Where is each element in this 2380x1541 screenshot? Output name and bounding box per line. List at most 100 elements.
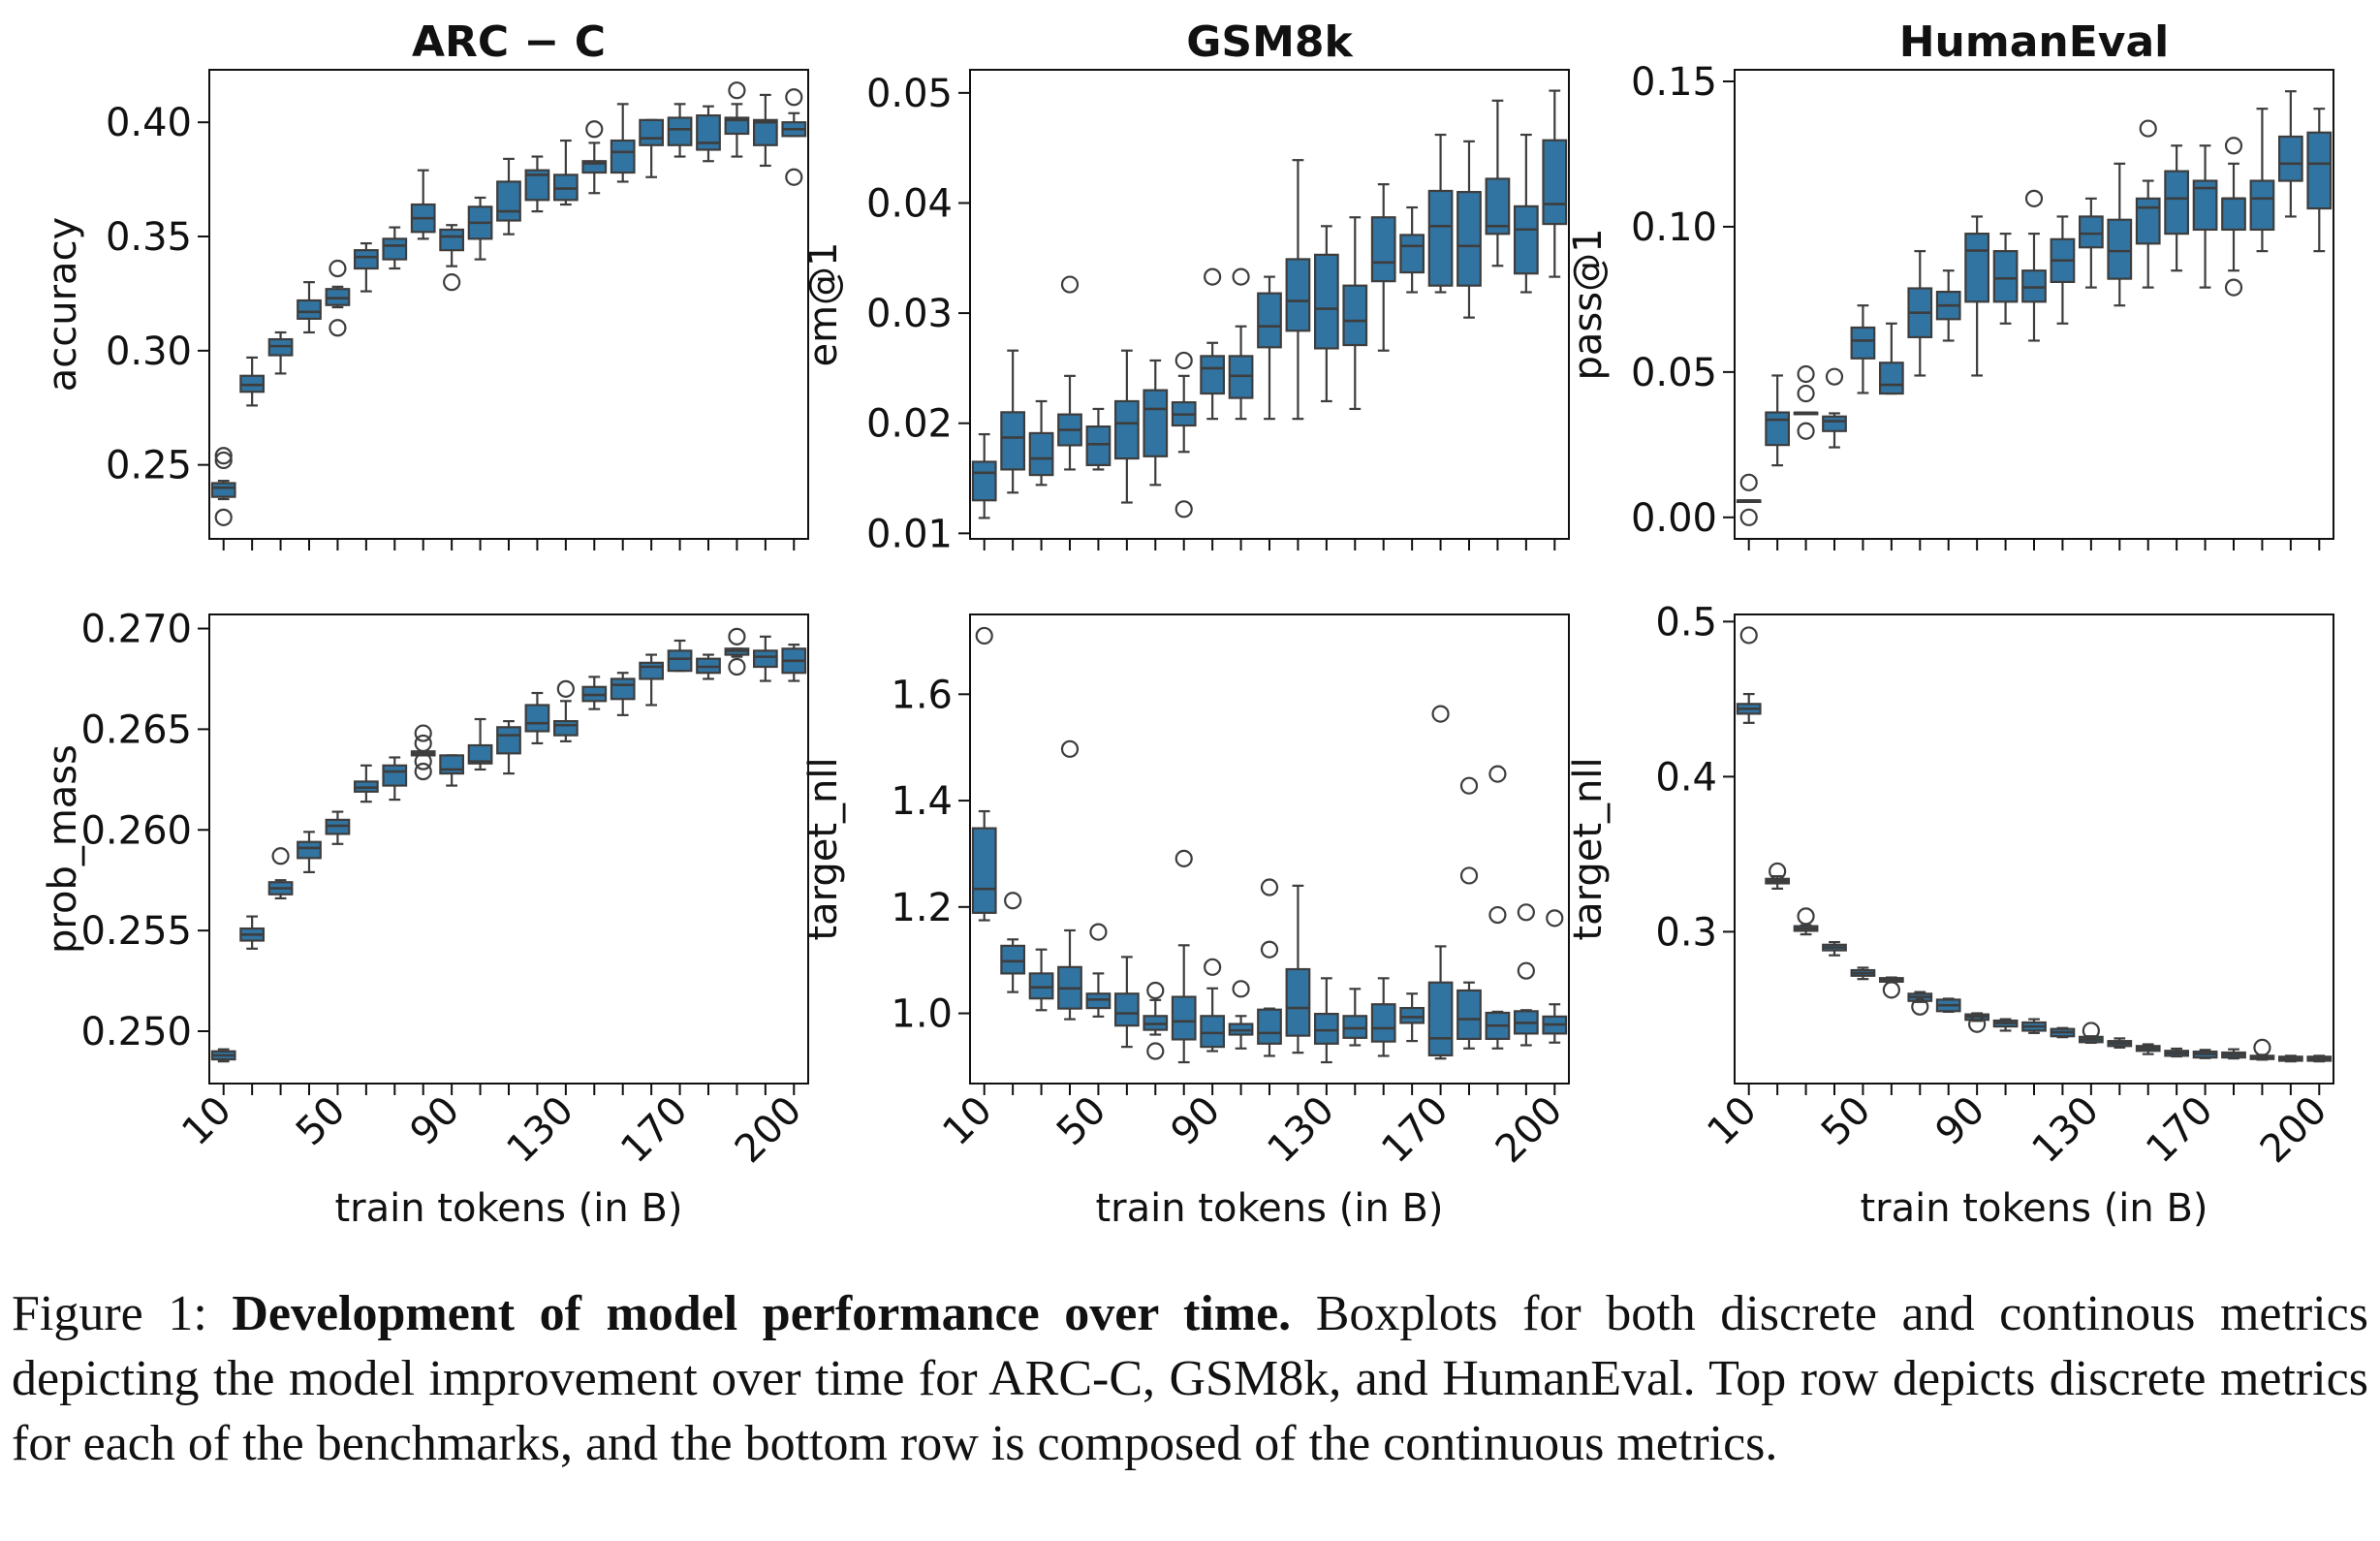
outlier-point [1260,878,1279,896]
iqr-box [1542,139,1568,226]
box-10 [2021,1018,2047,1034]
iqr-box [2192,179,2218,232]
box-11 [1285,884,1311,1054]
box-4 [1850,966,1876,981]
box-20 [781,88,807,186]
y-tick-label: 0.265 [80,708,192,752]
y-tick-label: 0.5 [1655,600,1717,645]
outlier-point [728,627,746,645]
iqr-box [752,649,778,669]
iqr-box [1085,992,1112,1010]
y-tick-label: 0.4 [1655,755,1717,800]
iqr-box [610,677,636,701]
outlier-point [1488,765,1507,783]
x-tick-label: 170 [1373,1088,1457,1173]
outlier-point [214,447,233,465]
iqr-box [1342,1015,1368,1039]
iqr-box [1028,972,1054,1000]
x-tick-label: 170 [612,1088,697,1173]
caption-label: Figure 1: [12,1286,233,1341]
y-tick-label: 0.10 [1631,205,1717,250]
subplot-title: HumanEval [1899,17,2170,67]
box-12 [1313,977,1339,1064]
iqr-box [297,840,322,860]
caption-text: Boxplots for both discrete and continous… [12,1286,2368,1471]
box-18 [724,627,750,676]
box-14 [1370,183,1396,352]
box-0 [1736,473,1762,526]
y-axis-label: accuracy [41,217,85,392]
outlier-point [2253,1038,2271,1056]
box-12 [2078,197,2104,289]
box-11 [524,691,550,745]
box-6 [1143,359,1169,487]
axes-frame [969,69,1570,540]
outlier-point [1174,500,1193,519]
outlier-point [1517,961,1535,980]
box-6 [382,756,408,802]
axes-frame [1734,69,2334,540]
iqr-box [2021,269,2047,303]
box-0 [1736,626,1762,724]
y-axis-label: prob_mass [41,744,85,954]
y-tick-label: 0.260 [80,808,192,853]
box-15 [1399,992,1425,1043]
box-11 [2050,1026,2076,1039]
iqr-box [1313,253,1339,350]
x-axis-label: train tokens (in B) [334,1186,682,1231]
box-19 [752,93,778,168]
box-5 [353,764,379,803]
box-0 [210,447,236,526]
box-5 [1878,976,1904,999]
outlier-point [1739,508,1758,526]
box-12 [552,679,579,742]
axes-frame [208,613,809,1085]
box-15 [1399,205,1425,294]
box-10 [1257,878,1282,1057]
box-2 [267,847,294,899]
iqr-box [1822,415,1847,432]
y-axis-label: target_nll [1566,757,1611,940]
box-4 [325,259,351,337]
figure-caption: Figure 1: Development of model performan… [12,1281,2368,1476]
box-10 [1257,275,1282,421]
iqr-box [1370,216,1396,283]
box-9 [1992,233,2019,325]
box-3 [297,281,322,334]
box-19 [752,635,778,682]
y-axis-label: em@1 [801,241,846,366]
iqr-box [1399,234,1425,274]
iqr-box [1200,355,1226,395]
box-15 [2164,144,2190,272]
box-10 [496,719,521,775]
iqr-box [1850,326,1876,360]
subplot-0: 0.25 0.30 0.35 0.40 ARC − C accuracy [41,17,809,550]
outlier-point [1968,1015,1987,1033]
y-tick-label: 1.4 [891,779,953,824]
box-1 [239,915,266,950]
outlier-point [1797,907,1815,926]
box-20 [2306,1054,2333,1063]
box-11 [524,155,550,213]
box-3 [1057,275,1082,471]
iqr-box [524,704,550,733]
outlier-point [1174,849,1193,867]
x-tick-label: 130 [498,1088,582,1173]
box-13 [1342,216,1368,411]
outlier-point [1260,940,1279,959]
outlier-point [214,508,233,526]
outlier-point [414,734,432,753]
iqr-box [1028,431,1054,477]
y-tick-label: 0.30 [106,330,192,374]
box-17 [2221,1048,2246,1060]
subplot-3: 10 50 90 130 170 200 0.250 0.255 0.260 0.265 0.270… [41,608,810,1231]
iqr-box [552,719,579,737]
box-0 [210,1048,236,1063]
outlier-point [585,120,604,139]
y-tick-label: 0.35 [106,215,192,260]
box-7 [1171,351,1197,519]
box-18 [2249,1038,2275,1061]
box-1 [1765,374,1791,467]
iqr-box [439,228,465,252]
box-11 [1285,159,1311,421]
